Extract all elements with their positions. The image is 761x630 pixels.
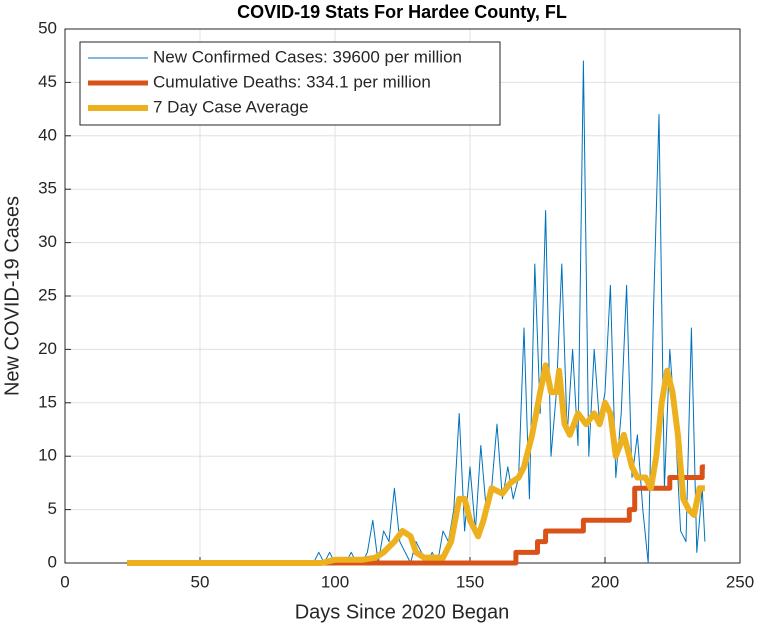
series-line bbox=[127, 362, 705, 566]
x-tick-label: 200 bbox=[591, 572, 619, 591]
legend-label: New Confirmed Cases: 39600 per million bbox=[153, 47, 462, 66]
x-tick-label: 100 bbox=[321, 572, 349, 591]
x-tick-label: 50 bbox=[191, 572, 210, 591]
y-tick-label: 40 bbox=[38, 125, 57, 144]
y-tick-label: 0 bbox=[48, 552, 57, 571]
series-line bbox=[127, 60, 706, 564]
y-tick-label: 30 bbox=[38, 232, 57, 251]
x-tick-label: 0 bbox=[60, 572, 69, 591]
y-tick-label: 45 bbox=[38, 72, 57, 91]
y-tick-label: 15 bbox=[38, 392, 57, 411]
x-tick-label: 150 bbox=[456, 572, 484, 591]
y-tick-label: 25 bbox=[38, 285, 57, 304]
y-tick-label: 35 bbox=[38, 179, 57, 198]
x-tick-label: 250 bbox=[726, 572, 754, 591]
y-axis-label: New COVID-19 Cases bbox=[1, 196, 23, 396]
y-tick-label: 10 bbox=[38, 446, 57, 465]
legend-label: 7 Day Case Average bbox=[153, 97, 309, 116]
legend: New Confirmed Cases: 39600 per million Cu… bbox=[79, 41, 501, 126]
legend-box bbox=[79, 41, 501, 126]
y-tick-label: 50 bbox=[38, 18, 57, 37]
legend-label: Cumulative Deaths: 334.1 per million bbox=[153, 72, 431, 91]
chart-title: COVID-19 Stats For Hardee County, FL bbox=[237, 2, 567, 22]
x-axis-label: Days Since 2020 Began bbox=[295, 601, 510, 623]
y-tick-label: 5 bbox=[48, 499, 57, 518]
series-line bbox=[127, 464, 705, 566]
y-tick-label: 20 bbox=[38, 339, 57, 358]
